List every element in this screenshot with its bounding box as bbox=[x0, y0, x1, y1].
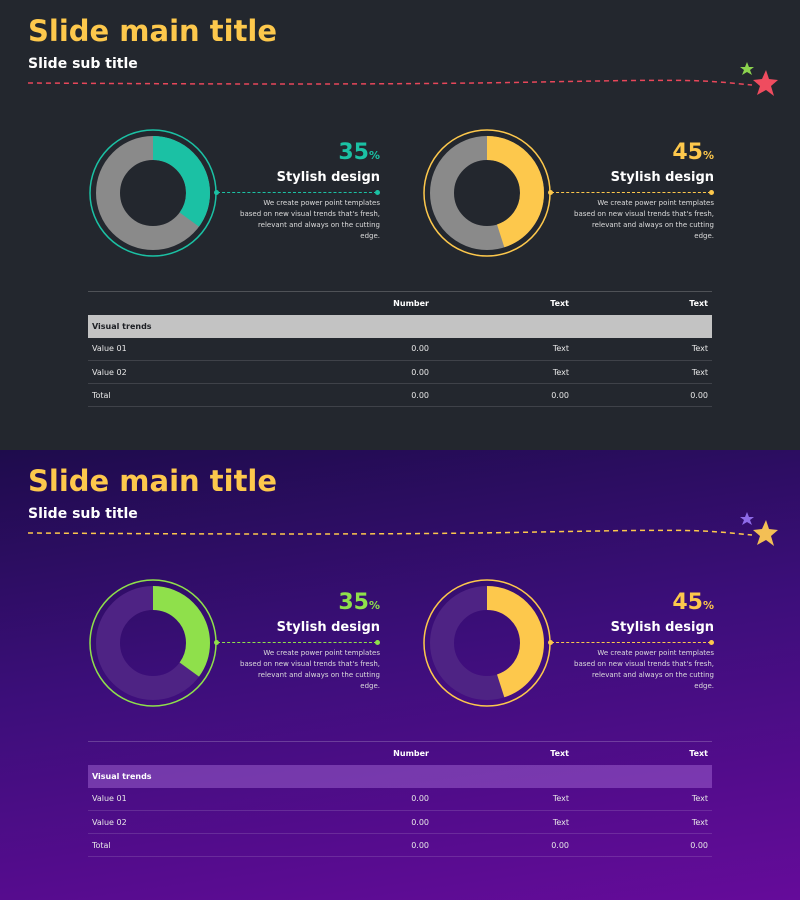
metric-card: 35% Stylish design We create power point… bbox=[88, 578, 388, 708]
donut-chart bbox=[89, 579, 217, 707]
data-table: Number Text Text Visual trends Value 01 … bbox=[88, 741, 712, 857]
connector-line bbox=[548, 640, 714, 645]
small-star-icon bbox=[740, 62, 754, 75]
table-cell: 0.00 bbox=[248, 337, 433, 361]
data-table: Number Text Text Visual trends Value 01 … bbox=[88, 291, 712, 407]
table-header-cell bbox=[88, 741, 248, 765]
table-cell: 0.00 bbox=[573, 383, 712, 407]
table-cell: 0.00 bbox=[433, 833, 573, 857]
table-cell: Total bbox=[88, 383, 248, 407]
table-cell: Value 01 bbox=[88, 337, 248, 361]
table-cell: Text bbox=[573, 360, 712, 384]
table-cell: 0.00 bbox=[248, 360, 433, 384]
connector-line bbox=[214, 640, 380, 645]
donut-chart bbox=[423, 579, 551, 707]
slide-sub-title: Slide sub title bbox=[28, 56, 138, 72]
donut-value-arc bbox=[430, 586, 544, 700]
table-group-row: Visual trends bbox=[88, 314, 712, 338]
table-cell: Text bbox=[433, 337, 573, 361]
table-header-cell: Text bbox=[433, 741, 573, 765]
table-cell: 0.00 bbox=[248, 833, 433, 857]
table-header-cell bbox=[88, 291, 248, 315]
metric-description: We create power point templates based on… bbox=[240, 199, 380, 240]
slide-sub-title: Slide sub title bbox=[28, 506, 138, 522]
metric-title: Stylish design bbox=[610, 620, 714, 635]
metric-description: We create power point templates based on… bbox=[574, 649, 714, 690]
donut-chart bbox=[89, 129, 217, 257]
table-cell: Value 02 bbox=[88, 360, 248, 384]
donut-value-arc bbox=[96, 586, 210, 700]
slide-dark: Slide main title Slide sub title 35% Sty… bbox=[0, 0, 800, 450]
table-row: Value 01 0.00 Text Text bbox=[88, 337, 712, 361]
metric-description: We create power point templates based on… bbox=[240, 649, 380, 690]
slide-main-title: Slide main title bbox=[28, 14, 278, 48]
table-header-cell: Text bbox=[573, 741, 712, 765]
slide-purple: Slide main title Slide sub title 35% Sty… bbox=[0, 450, 800, 900]
donut-value-arc bbox=[430, 136, 544, 250]
table-cell: Text bbox=[573, 810, 712, 834]
small-star-icon bbox=[740, 512, 754, 525]
metric-card: 45% Stylish design We create power point… bbox=[422, 578, 722, 708]
metric-title: Stylish design bbox=[610, 170, 714, 185]
table-cell: 0.00 bbox=[248, 383, 433, 407]
table-cell: 0.00 bbox=[433, 383, 573, 407]
percent-value: 35% bbox=[338, 140, 380, 165]
percent-value: 35% bbox=[338, 590, 380, 615]
donut-value-arc bbox=[96, 136, 210, 250]
table-group-label: Visual trends bbox=[88, 314, 712, 338]
percent-value: 45% bbox=[672, 590, 714, 615]
table-cell: Value 02 bbox=[88, 810, 248, 834]
table-cell: Text bbox=[433, 787, 573, 811]
metric-title: Stylish design bbox=[276, 620, 380, 635]
big-star-icon bbox=[753, 70, 778, 96]
slide-main-title: Slide main title bbox=[28, 464, 278, 498]
metric-title: Stylish design bbox=[276, 170, 380, 185]
big-star-icon bbox=[753, 520, 778, 546]
table-header-cell: Text bbox=[573, 291, 712, 315]
donut-chart bbox=[423, 129, 551, 257]
table-header-cell: Number bbox=[248, 741, 433, 765]
table-cell: 0.00 bbox=[248, 787, 433, 811]
table-cell: Text bbox=[433, 810, 573, 834]
table-group-row: Visual trends bbox=[88, 764, 712, 788]
table-cell: Text bbox=[433, 360, 573, 384]
percent-value: 45% bbox=[672, 140, 714, 165]
connector-line bbox=[214, 190, 380, 195]
table-header-row: Number Text Text bbox=[88, 291, 712, 315]
table-header-row: Number Text Text bbox=[88, 741, 712, 765]
table-header-cell: Number bbox=[248, 291, 433, 315]
table-cell: Total bbox=[88, 833, 248, 857]
metric-card: 35% Stylish design We create power point… bbox=[88, 128, 388, 258]
metric-description: We create power point templates based on… bbox=[574, 199, 714, 240]
decorative-dashed-line bbox=[27, 512, 778, 546]
decorative-dashed-line bbox=[27, 62, 778, 96]
table-cell: Value 01 bbox=[88, 787, 248, 811]
table-row: Total 0.00 0.00 0.00 bbox=[88, 833, 712, 857]
metric-card: 45% Stylish design We create power point… bbox=[422, 128, 722, 258]
connector-line bbox=[548, 190, 714, 195]
table-cell: 0.00 bbox=[248, 810, 433, 834]
table-row: Value 02 0.00 Text Text bbox=[88, 360, 712, 384]
table-header-cell: Text bbox=[433, 291, 573, 315]
table-cell: Text bbox=[573, 787, 712, 811]
table-row: Value 01 0.00 Text Text bbox=[88, 787, 712, 811]
table-row: Value 02 0.00 Text Text bbox=[88, 810, 712, 834]
table-cell: 0.00 bbox=[573, 833, 712, 857]
table-row: Total 0.00 0.00 0.00 bbox=[88, 383, 712, 407]
table-group-label: Visual trends bbox=[88, 764, 712, 788]
table-cell: Text bbox=[573, 337, 712, 361]
